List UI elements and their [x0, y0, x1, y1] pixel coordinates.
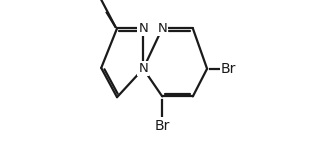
Text: N: N	[157, 22, 167, 35]
Text: N: N	[138, 22, 148, 35]
Text: Br: Br	[221, 62, 236, 76]
Text: Br: Br	[154, 119, 170, 133]
Text: N: N	[138, 62, 148, 75]
